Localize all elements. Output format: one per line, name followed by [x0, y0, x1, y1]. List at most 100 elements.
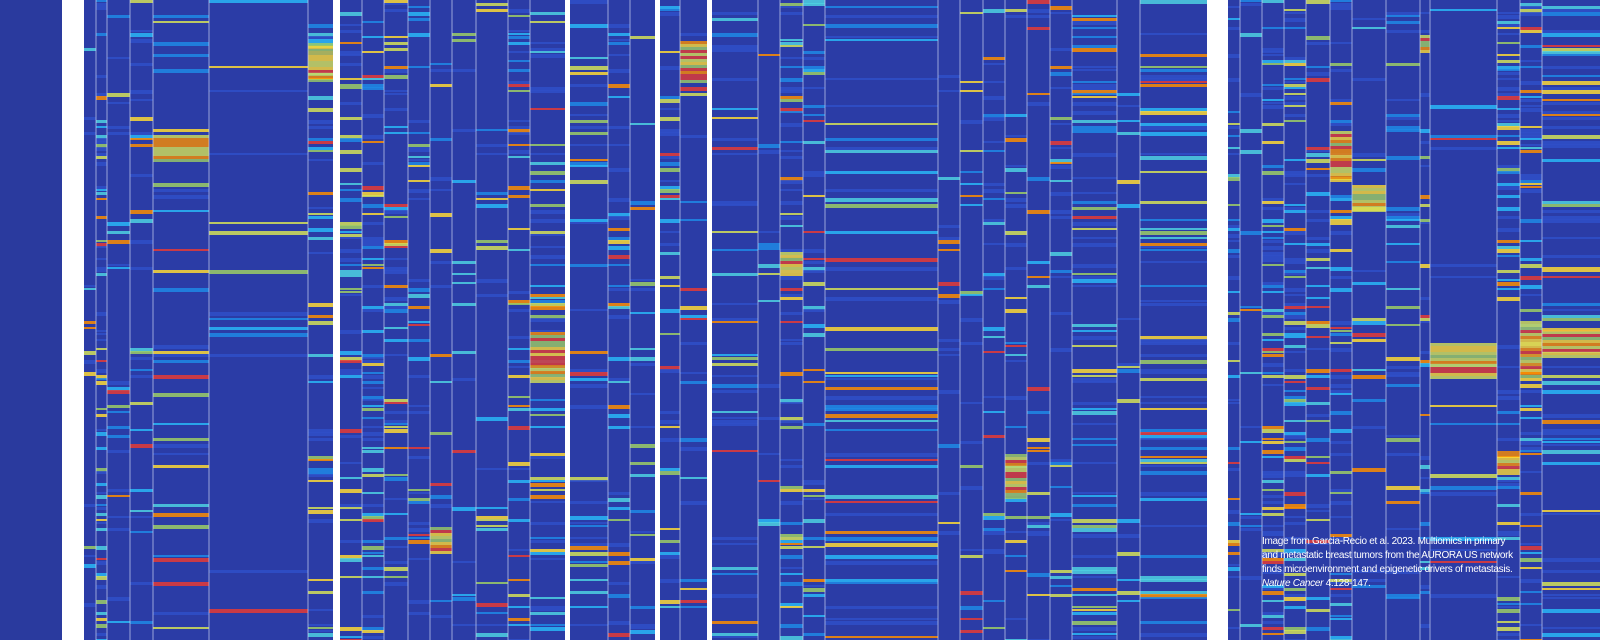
cell	[1497, 297, 1520, 301]
cell	[408, 612, 430, 615]
cell	[153, 375, 209, 379]
cell	[530, 54, 565, 58]
cell	[983, 96, 1005, 100]
blob	[680, 53, 707, 56]
cell	[1420, 195, 1430, 199]
cell	[660, 153, 680, 156]
cell	[570, 159, 608, 161]
cell	[758, 453, 780, 455]
cell	[530, 48, 565, 51]
cell	[1228, 240, 1240, 242]
cell	[1262, 333, 1284, 336]
cell	[308, 468, 333, 471]
cell	[1050, 252, 1072, 256]
cell	[384, 399, 408, 402]
cell	[938, 522, 960, 524]
cell	[680, 606, 707, 608]
cell	[452, 378, 476, 381]
cell	[825, 171, 938, 174]
cell	[1072, 15, 1117, 17]
cell	[1072, 633, 1117, 635]
cell	[1117, 132, 1140, 135]
blob	[1520, 357, 1542, 360]
cell	[983, 198, 1005, 200]
cell	[803, 120, 825, 122]
cell	[530, 453, 565, 456]
cell	[758, 300, 780, 302]
cell	[408, 288, 430, 292]
cell	[1386, 30, 1420, 33]
cell	[1284, 210, 1306, 213]
cell	[340, 330, 362, 334]
blob	[1330, 140, 1352, 143]
cell	[570, 579, 608, 581]
cell	[384, 474, 408, 476]
cell	[1228, 174, 1240, 178]
cell	[308, 510, 333, 514]
cell	[1005, 165, 1027, 167]
cell	[1520, 183, 1542, 185]
cell	[384, 48, 408, 51]
cell	[825, 465, 938, 468]
cell	[1284, 87, 1306, 89]
cell	[1262, 246, 1284, 250]
cell	[408, 456, 430, 459]
cell	[508, 300, 530, 304]
cell	[340, 477, 362, 479]
cell	[408, 147, 430, 150]
cell	[1284, 630, 1306, 634]
cell	[1306, 438, 1330, 442]
cell	[712, 33, 758, 37]
cell	[107, 15, 130, 18]
cell	[84, 564, 96, 568]
cell	[1330, 582, 1352, 584]
cell	[1140, 408, 1207, 410]
cell	[1386, 435, 1420, 437]
cell	[130, 375, 153, 378]
cell	[1352, 426, 1386, 429]
cell	[153, 525, 209, 529]
cell	[96, 135, 107, 139]
cell	[660, 129, 680, 133]
cell	[1262, 27, 1284, 29]
blob	[1430, 343, 1497, 346]
cell	[1072, 87, 1117, 91]
cell	[340, 138, 362, 142]
cell	[1284, 312, 1306, 315]
cell	[1005, 396, 1027, 400]
cell	[1306, 0, 1330, 4]
blob	[153, 141, 209, 144]
cell	[660, 528, 680, 530]
cell	[476, 633, 508, 637]
blob	[1330, 173, 1352, 176]
cell	[530, 42, 565, 44]
cell	[1497, 21, 1520, 24]
cell	[780, 321, 803, 323]
cell	[780, 402, 803, 404]
cell	[508, 156, 530, 158]
cell	[1542, 366, 1600, 368]
cell	[1497, 366, 1520, 368]
cell	[1420, 465, 1430, 469]
cell	[408, 405, 430, 407]
cell	[825, 258, 938, 262]
cell	[660, 555, 680, 559]
cell	[153, 21, 209, 23]
cell	[825, 561, 938, 565]
cell	[803, 114, 825, 116]
cell	[660, 186, 680, 190]
blob	[530, 362, 565, 365]
cell	[96, 6, 107, 10]
cell	[530, 210, 565, 214]
cell	[680, 87, 707, 91]
blob	[1420, 50, 1430, 53]
cell	[530, 489, 565, 491]
cell	[803, 480, 825, 484]
blob	[1420, 38, 1430, 41]
cell	[96, 375, 107, 379]
blob	[530, 380, 565, 383]
cell	[1140, 555, 1207, 558]
cell	[1542, 102, 1600, 105]
cell	[803, 615, 825, 617]
blob	[1330, 155, 1352, 158]
